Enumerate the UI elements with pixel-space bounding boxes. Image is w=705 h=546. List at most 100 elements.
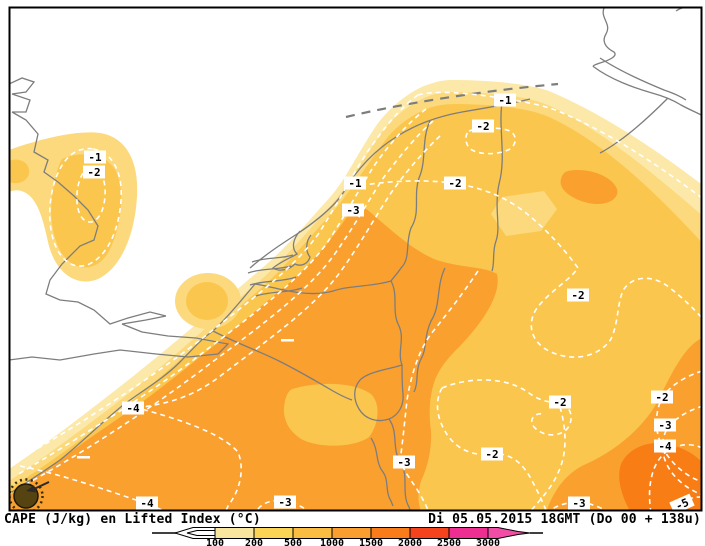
border-nl-be xyxy=(254,280,392,295)
li-label-value: -2 xyxy=(485,448,498,461)
legend-tick-label: 2500 xyxy=(437,538,461,546)
legend-tick-label: 1500 xyxy=(359,538,383,546)
li-contour-uk-minus1 xyxy=(49,147,122,267)
cape-legend: 100 200 500 1000 1500 2000 2500 3000 xyxy=(152,527,543,546)
li-contour-label: -3 xyxy=(342,203,364,217)
legend-box xyxy=(331,527,372,539)
li-label-value: -2 xyxy=(476,120,489,133)
li-contour-minus3-bottom-left xyxy=(257,499,309,510)
li-contour-minus2-meander-a xyxy=(441,379,572,436)
li-label-value: -4 xyxy=(126,402,140,415)
rivers-rhine-delta xyxy=(247,254,303,297)
li-contour-minus3-vertical xyxy=(399,270,479,510)
li-label-value: -3 xyxy=(397,456,410,469)
li-contour-label: -1 xyxy=(494,93,516,107)
li-contour-label: -3 xyxy=(654,418,676,432)
legend-tick-label: 2000 xyxy=(398,538,422,546)
geography-layer xyxy=(10,8,701,510)
li-label-value: -3 xyxy=(658,419,671,432)
li-label-value: -2 xyxy=(553,396,566,409)
li-contour-label: -2 xyxy=(567,288,589,302)
border-be-fr xyxy=(212,330,353,401)
li-label-value: -2 xyxy=(655,391,668,404)
li-contour-label: -2 xyxy=(549,395,571,409)
sun-rays xyxy=(10,478,44,510)
li-label-box xyxy=(669,493,695,510)
li-contour-minus2-meander-b xyxy=(530,406,566,510)
li-label-value: -1 xyxy=(88,151,102,164)
arrow-head-icon xyxy=(26,485,36,493)
coastline-elbe-estuary xyxy=(599,57,687,101)
solid-contour-segment xyxy=(77,456,90,459)
border-nl-de xyxy=(390,120,431,282)
li-contour-minus3-coastal xyxy=(20,120,434,488)
li-label-value: -3 xyxy=(278,496,291,509)
cape-patch-orange xyxy=(560,170,618,205)
li-label-box xyxy=(444,176,466,190)
li-contour-label: -2 xyxy=(444,176,466,190)
li-label-box xyxy=(568,496,590,510)
legend-tick-label: 100 xyxy=(206,538,224,546)
coastline-france xyxy=(11,283,256,493)
legend-box xyxy=(409,527,450,539)
li-label-value: -5 xyxy=(674,496,691,513)
li-contour-minus4-loop xyxy=(137,135,441,510)
li-label-box xyxy=(122,401,144,415)
li-contour-label: -3 xyxy=(568,496,590,510)
li-label-value: -3 xyxy=(572,497,585,510)
cape-kent-yellow xyxy=(186,282,228,320)
cape-uk-yellow-edge xyxy=(10,159,30,184)
legend-box xyxy=(292,527,333,539)
coastline-scotland xyxy=(10,77,59,183)
li-contour-minus2-long xyxy=(351,180,701,358)
li-label-box xyxy=(472,119,494,133)
li-label-value: -1 xyxy=(348,177,362,190)
legend-tick-label: 200 xyxy=(245,538,263,546)
li-contour-label: -5 xyxy=(669,493,695,513)
arrow-icon xyxy=(33,481,50,490)
caption-right: Di 05.05.2015 18GMT (Do 00 + 138u) xyxy=(428,512,701,527)
li-contour-label: -4 xyxy=(122,401,144,415)
legend-tick-label: 3000 xyxy=(476,538,500,546)
li-label-value: -4 xyxy=(658,440,672,453)
li-contour-label: -1 xyxy=(84,150,106,164)
li-label-box xyxy=(83,165,105,179)
river-weser xyxy=(491,96,504,272)
cape-blob-dark xyxy=(619,443,701,510)
li-label-value: -1 xyxy=(498,94,512,107)
lake-ijsselmeer xyxy=(271,230,312,271)
li-contour-label: -2 xyxy=(481,447,503,461)
cape-island-yellow xyxy=(283,383,378,446)
map-area: -1 -2 -1 -3 -1 -2 -2 -2 -4 -2 -2 -2 -3 -4 -3 -4 -3 -3 -5 xyxy=(10,8,701,513)
coastline-jutland xyxy=(592,8,616,68)
coastline-thames-kent xyxy=(10,315,230,361)
li-contour-label: -2 xyxy=(83,165,105,179)
legend-box xyxy=(448,527,489,539)
li-contour-minus5-corner xyxy=(677,496,701,510)
li-contour-label: -4 xyxy=(654,439,676,453)
li-contour-minus3-bottom-right xyxy=(548,501,608,510)
li-label-box xyxy=(654,439,676,453)
border-be-de-lux xyxy=(354,280,404,422)
li-label-box xyxy=(393,455,415,469)
li-contour-label: -2 xyxy=(472,119,494,133)
legend-box xyxy=(214,527,255,539)
border-saar xyxy=(370,437,394,507)
sun-icon xyxy=(10,478,50,510)
li-label-box xyxy=(274,495,296,509)
li-label-box xyxy=(651,390,673,404)
li-labels-layer: -1 -2 -1 -3 -1 -2 -2 -2 -4 -2 -2 -2 -3 -4 -3 -4 -3 -3 -5 xyxy=(83,93,695,513)
li-label-value: -2 xyxy=(571,289,584,302)
li-label-value: -4 xyxy=(140,497,154,510)
li-label-box xyxy=(344,176,366,190)
map-frame xyxy=(8,6,703,512)
li-contour-label: -3 xyxy=(274,495,296,509)
li-label-box xyxy=(654,418,676,432)
solid-contour-segment xyxy=(281,339,294,342)
river-rhine-mid xyxy=(413,267,446,393)
li-label-box xyxy=(84,150,106,164)
li-label-box xyxy=(481,447,503,461)
legend-tick-label: 1000 xyxy=(320,538,344,546)
